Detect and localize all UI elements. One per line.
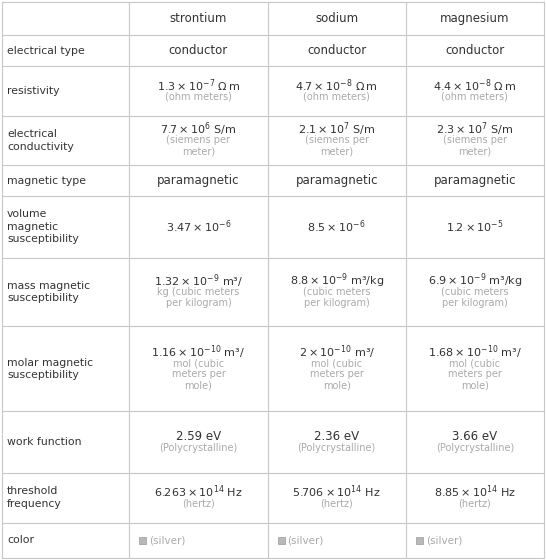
Text: meter): meter) (320, 146, 353, 156)
Text: $2.3\times10^{7}$ S/m: $2.3\times10^{7}$ S/m (436, 120, 513, 138)
Bar (277, 536, 284, 544)
Text: (cubic meters: (cubic meters (441, 287, 509, 297)
Text: electrical
conductivity: electrical conductivity (7, 129, 74, 152)
Text: mol (cubic: mol (cubic (311, 358, 362, 368)
Text: (hertz): (hertz) (182, 498, 215, 508)
Text: (Polycrystalline): (Polycrystalline) (159, 442, 238, 452)
Text: threshold
frequency: threshold frequency (7, 487, 62, 509)
Bar (416, 536, 423, 544)
Text: conductor: conductor (307, 44, 366, 57)
Text: $7.7\times10^{6}$ S/m: $7.7\times10^{6}$ S/m (161, 120, 236, 138)
Text: (Polycrystalline): (Polycrystalline) (436, 442, 514, 452)
Text: magnesium: magnesium (440, 12, 509, 25)
Text: molar magnetic
susceptibility: molar magnetic susceptibility (7, 357, 93, 380)
Text: meter): meter) (182, 146, 215, 156)
Text: per kilogram): per kilogram) (165, 298, 232, 308)
Text: $3.47\times10^{-6}$: $3.47\times10^{-6}$ (165, 218, 232, 235)
Text: volume
magnetic
susceptibility: volume magnetic susceptibility (7, 209, 79, 244)
Text: 3.66 eV: 3.66 eV (452, 430, 497, 443)
Text: per kilogram): per kilogram) (304, 298, 370, 308)
Text: (hertz): (hertz) (459, 498, 491, 508)
Text: meters per: meters per (310, 369, 364, 379)
Text: (siemens per: (siemens per (167, 136, 230, 146)
Text: paramagnetic: paramagnetic (295, 174, 378, 187)
Text: (silver): (silver) (288, 535, 324, 545)
Text: $4.4\times10^{-8}$ Ω m: $4.4\times10^{-8}$ Ω m (433, 77, 517, 94)
Text: conductor: conductor (446, 44, 505, 57)
Text: magnetic type: magnetic type (7, 176, 86, 185)
Bar (139, 536, 146, 544)
Text: (siemens per: (siemens per (305, 136, 369, 146)
Text: 2.59 eV: 2.59 eV (176, 430, 221, 443)
Text: $8.5\times10^{-6}$: $8.5\times10^{-6}$ (307, 218, 366, 235)
Text: (ohm meters): (ohm meters) (165, 91, 232, 101)
Text: color: color (7, 535, 34, 545)
Text: work function: work function (7, 437, 81, 447)
Text: $6.9\times10^{-9}$ m³/kg: $6.9\times10^{-9}$ m³/kg (428, 272, 522, 290)
Text: $8.85\times10^{14}$ Hz: $8.85\times10^{14}$ Hz (434, 484, 516, 501)
Text: per kilogram): per kilogram) (442, 298, 508, 308)
Text: (Polycrystalline): (Polycrystalline) (298, 442, 376, 452)
Text: $1.68\times10^{-10}$ m³/: $1.68\times10^{-10}$ m³/ (428, 343, 522, 361)
Text: strontium: strontium (170, 12, 227, 25)
Text: conductor: conductor (169, 44, 228, 57)
Text: mol (cubic: mol (cubic (173, 358, 224, 368)
Text: $1.2\times10^{-5}$: $1.2\times10^{-5}$ (446, 218, 504, 235)
Text: mole): mole) (323, 380, 351, 390)
Text: (ohm meters): (ohm meters) (303, 91, 370, 101)
Text: mol (cubic: mol (cubic (449, 358, 501, 368)
Text: 2.36 eV: 2.36 eV (314, 430, 359, 443)
Text: $2\times10^{-10}$ m³/: $2\times10^{-10}$ m³/ (299, 343, 375, 361)
Text: (ohm meters): (ohm meters) (442, 91, 508, 101)
Text: resistivity: resistivity (7, 86, 60, 96)
Text: kg (cubic meters: kg (cubic meters (157, 287, 240, 297)
Text: $2.1\times10^{7}$ S/m: $2.1\times10^{7}$ S/m (298, 120, 375, 138)
Text: mole): mole) (461, 380, 489, 390)
Text: mole): mole) (185, 380, 212, 390)
Text: (siemens per: (siemens per (443, 136, 507, 146)
Text: $4.7\times10^{-8}$ Ω m: $4.7\times10^{-8}$ Ω m (295, 77, 378, 94)
Text: (silver): (silver) (426, 535, 462, 545)
Text: $5.706\times10^{14}$ Hz: $5.706\times10^{14}$ Hz (293, 484, 381, 501)
Text: meters per: meters per (171, 369, 225, 379)
Text: electrical type: electrical type (7, 45, 85, 55)
Text: (silver): (silver) (150, 535, 186, 545)
Text: mass magnetic
susceptibility: mass magnetic susceptibility (7, 281, 90, 303)
Text: $1.16\times10^{-10}$ m³/: $1.16\times10^{-10}$ m³/ (151, 343, 246, 361)
Text: paramagnetic: paramagnetic (434, 174, 516, 187)
Text: meters per: meters per (448, 369, 502, 379)
Text: $1.32\times10^{-9}$ m³/: $1.32\times10^{-9}$ m³/ (154, 272, 243, 290)
Text: (hertz): (hertz) (321, 498, 353, 508)
Text: meter): meter) (458, 146, 491, 156)
Text: $8.8\times10^{-9}$ m³/kg: $8.8\times10^{-9}$ m³/kg (289, 272, 384, 290)
Text: sodium: sodium (315, 12, 358, 25)
Text: (cubic meters: (cubic meters (303, 287, 370, 297)
Text: paramagnetic: paramagnetic (157, 174, 240, 187)
Text: $1.3\times10^{-7}$ Ω m: $1.3\times10^{-7}$ Ω m (157, 77, 240, 94)
Text: $6.263\times10^{14}$ Hz: $6.263\times10^{14}$ Hz (154, 484, 243, 501)
